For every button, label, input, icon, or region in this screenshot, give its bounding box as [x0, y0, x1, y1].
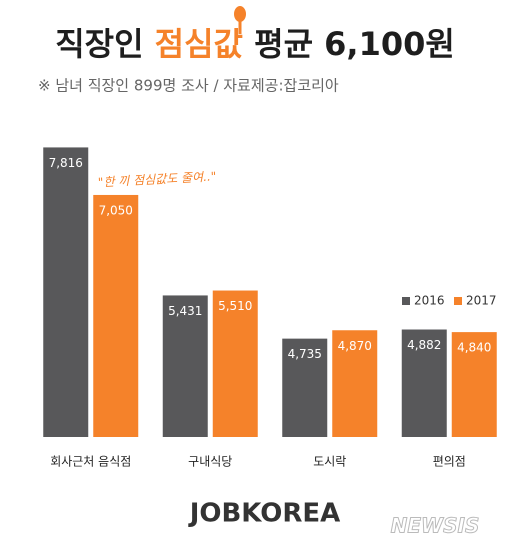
- legend-swatch: [454, 297, 462, 305]
- bar: [282, 338, 328, 437]
- value-label: 5,510: [218, 299, 252, 313]
- chart-title: 직장인 점심값 평균 6,100원: [55, 25, 455, 63]
- annotation: "한 끼 점심값도 줄여..": [98, 169, 217, 189]
- spoon-icon: [234, 6, 246, 34]
- value-label: 4,735: [288, 347, 322, 361]
- x-tick-label: 도시락: [313, 455, 346, 469]
- bar: [43, 147, 89, 438]
- bar: [451, 332, 497, 437]
- bar: [332, 330, 378, 437]
- subtitle: ※ 남녀 직장인 899명 조사 / 자료제공:잡코리아: [38, 77, 339, 95]
- value-label: 4,882: [407, 338, 441, 352]
- value-label: 5,431: [168, 304, 202, 318]
- x-tick-label: 회사근처 음식점: [50, 455, 131, 469]
- value-label: 4,870: [338, 339, 372, 353]
- title-part: 평균 6,100원: [243, 25, 455, 63]
- bar: [401, 329, 447, 437]
- spoon-head: [234, 6, 246, 22]
- title-highlight: 점심값: [155, 25, 243, 63]
- watermark: NEWSIS: [391, 514, 480, 538]
- legend-label: 2017: [466, 294, 497, 308]
- value-label: 4,840: [457, 341, 491, 355]
- value-label: 7,050: [99, 203, 133, 217]
- legend-swatch: [402, 297, 410, 305]
- bar: [212, 290, 258, 437]
- title-part: 직장인: [55, 25, 154, 63]
- brand: JOBKOREA: [188, 499, 341, 529]
- x-tick-label: 구내식당: [188, 455, 232, 469]
- bar: [162, 295, 208, 437]
- legend-label: 2016: [414, 294, 445, 308]
- value-label: 7,816: [49, 156, 83, 170]
- bar: [93, 194, 139, 437]
- x-tick-label: 편의점: [433, 455, 466, 469]
